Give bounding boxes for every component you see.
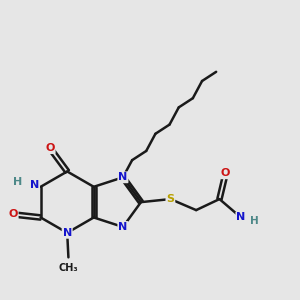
- Text: O: O: [8, 209, 18, 219]
- Text: H: H: [13, 177, 22, 187]
- Text: S: S: [167, 194, 174, 204]
- Text: O: O: [221, 168, 230, 178]
- Text: H: H: [250, 215, 259, 226]
- Text: O: O: [45, 143, 55, 153]
- Text: CH₃: CH₃: [58, 263, 78, 274]
- Text: N: N: [118, 172, 128, 182]
- Text: N: N: [30, 180, 39, 190]
- Text: N: N: [236, 212, 246, 223]
- Text: N: N: [63, 228, 72, 238]
- Text: N: N: [118, 222, 128, 232]
